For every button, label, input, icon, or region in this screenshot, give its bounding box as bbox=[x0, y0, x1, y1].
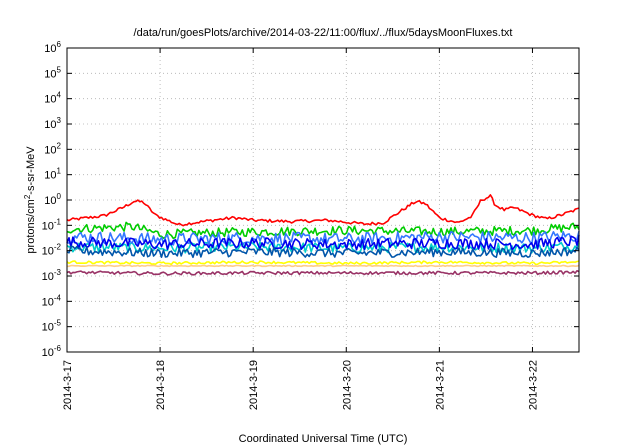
x-tick-label: 2014-3-19 bbox=[248, 360, 260, 410]
x-axis-ticks: 2014-3-17 2014-3-18 2014-3-19 2014-3-20 2014… bbox=[62, 48, 539, 410]
y-tick-label: 10-6 bbox=[42, 344, 62, 359]
x-tick-label: 2014-3-21 bbox=[434, 360, 446, 410]
data-series bbox=[66, 194, 580, 276]
y-tick-label: 104 bbox=[44, 91, 61, 106]
y-tick-label: 101 bbox=[44, 167, 61, 182]
y-tick-label: 100 bbox=[44, 192, 61, 207]
y-tick-label: 10-5 bbox=[42, 319, 62, 334]
series-line bbox=[66, 221, 580, 240]
x-axis-label: Coordinated Universal Time (UTC) bbox=[239, 433, 408, 445]
y-tick-label: 10-4 bbox=[42, 293, 62, 308]
x-tick-label: 2014-3-17 bbox=[62, 360, 74, 410]
y-axis-label-units: -s-sr-MeV bbox=[25, 146, 37, 195]
y-tick-label: 10-2 bbox=[42, 243, 62, 258]
y-tick-label: 10-3 bbox=[42, 268, 62, 283]
series-line bbox=[66, 230, 580, 246]
y-tick-label: 105 bbox=[44, 65, 61, 80]
y-axis-label-main: protons/cm bbox=[25, 199, 37, 253]
y-tick-label: 106 bbox=[44, 40, 61, 55]
y-tick-label: 102 bbox=[44, 141, 61, 156]
series-line bbox=[66, 194, 580, 227]
y-tick-label: 103 bbox=[44, 116, 61, 131]
y-tick-label: 10-1 bbox=[42, 217, 62, 232]
grid-lines bbox=[67, 48, 579, 352]
series-line bbox=[66, 260, 580, 266]
x-tick-label: 2014-3-18 bbox=[155, 360, 167, 410]
series-line bbox=[66, 234, 580, 251]
series-line bbox=[66, 245, 580, 259]
chart-title: /data/run/goesPlots/archive/2014-03-22/1… bbox=[134, 27, 513, 39]
y-axis-ticks: 10-6 10-5 10-4 10-3 10-2 10-1 100 101 102 103 104 1… bbox=[42, 40, 579, 359]
x-tick-label: 2014-3-20 bbox=[341, 360, 353, 410]
x-tick-label: 2014-3-22 bbox=[527, 360, 539, 410]
series-line bbox=[67, 264, 580, 268]
y-axis-label-superscript: 2 bbox=[23, 194, 32, 199]
series-line bbox=[66, 269, 580, 276]
y-axis-label: protons/cm2-s-sr-MeV bbox=[23, 146, 38, 254]
